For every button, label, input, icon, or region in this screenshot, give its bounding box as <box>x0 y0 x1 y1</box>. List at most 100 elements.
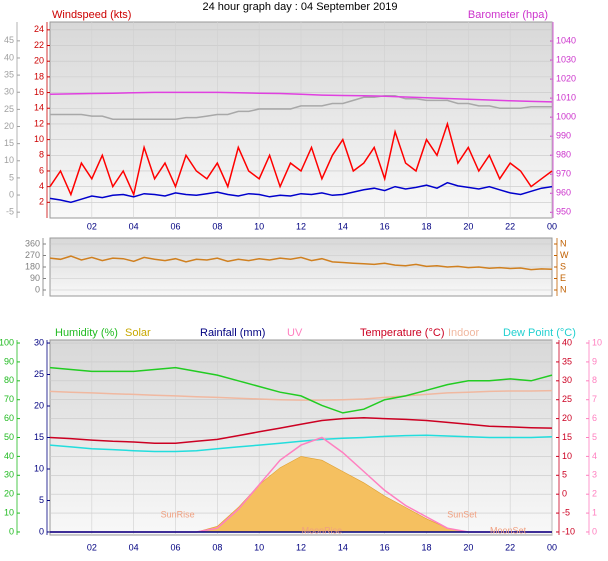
y4-tick-label: 2 <box>592 489 597 499</box>
x-tick-label: 12 <box>296 221 306 231</box>
line-series <box>49 366 553 414</box>
x-tick-label: 08 <box>212 542 222 552</box>
y-tick-label: 70 <box>4 394 14 404</box>
y3-tick-label: -5 <box>6 207 14 217</box>
annotation: MoonRise <box>302 525 343 535</box>
line-series <box>49 121 553 197</box>
y4-tick-label: 6 <box>592 413 597 423</box>
y4-tick-label: 9 <box>592 356 597 366</box>
y-tick-label: 10 <box>34 134 44 144</box>
x-tick-label: 02 <box>87 221 97 231</box>
y-tick-label: 14 <box>34 103 44 113</box>
x-tick-label: 22 <box>505 542 515 552</box>
y3-tick-label: 15 <box>4 138 14 148</box>
x-tick-label: 08 <box>212 221 222 231</box>
y3-tick-label: 40 <box>4 52 14 62</box>
y2-tick-label: 15 <box>562 432 572 442</box>
y3-tick-label: 20 <box>34 400 44 410</box>
y4-tick-label: 8 <box>592 375 597 385</box>
y3-tick-label: 5 <box>9 172 14 182</box>
line-series <box>49 181 553 204</box>
y-axis-title: Windspeed (kts) <box>52 9 131 21</box>
y4-tick-label: 7 <box>592 394 597 404</box>
y3-tick-label: 35 <box>4 69 14 79</box>
chart-title: 24 hour graph day : 04 September 2019 <box>202 1 397 13</box>
y-tick-label: 20 <box>4 489 14 499</box>
annotation: SunSet <box>447 509 477 519</box>
y3-tick-label: 10 <box>4 155 14 165</box>
y2-tick-label: 10 <box>562 451 572 461</box>
y3-tick-label: 30 <box>34 337 44 347</box>
series-label: Rainfall (mm) <box>200 327 265 339</box>
y-tick-label: 0 <box>35 284 40 294</box>
y2-tick-label: 1030 <box>556 54 576 64</box>
line-series <box>49 389 553 401</box>
y-tick-label: 12 <box>34 118 44 128</box>
y-tick-label: 16 <box>34 87 44 97</box>
x-tick-label: 16 <box>380 221 390 231</box>
x-tick-label: 00 <box>547 221 557 231</box>
y-tick-label: 40 <box>4 451 14 461</box>
y-tick-label: 24 <box>34 24 44 34</box>
y-tick-label: 10 <box>4 507 14 517</box>
x-tick-label: 20 <box>463 221 473 231</box>
line-series <box>49 434 553 453</box>
y3-tick-label: 15 <box>34 432 44 442</box>
y4-tick-label: 1 <box>592 507 597 517</box>
y2-tick-label: 1000 <box>556 112 576 122</box>
y2-tick-label: 20 <box>562 413 572 423</box>
line-series <box>50 94 552 120</box>
x-tick-label: 16 <box>380 542 390 552</box>
series-label: Dew Point (°C) <box>503 327 576 339</box>
y2-tick-label: 990 <box>556 131 571 141</box>
series-label: Solar <box>125 327 151 339</box>
y2-tick-label: -10 <box>562 526 575 536</box>
series-label: Indoor <box>448 327 480 339</box>
y2-tick-label: 40 <box>562 337 572 347</box>
y-tick-label: 180 <box>25 261 40 271</box>
x-tick-label: 20 <box>463 542 473 552</box>
x-tick-label: 14 <box>338 221 348 231</box>
y-tick-label: 90 <box>4 356 14 366</box>
y3-tick-label: 45 <box>4 35 14 45</box>
y2-tick-label: 960 <box>556 188 571 198</box>
series-label: Temperature (°C) <box>360 327 444 339</box>
line-series <box>49 417 553 444</box>
y3-tick-label: 0 <box>39 526 44 536</box>
y-tick-label: 8 <box>39 150 44 160</box>
y2-tick-label: 25 <box>562 394 572 404</box>
y4-tick-label: 4 <box>592 451 597 461</box>
x-tick-label: 12 <box>296 542 306 552</box>
series-label: UV <box>287 327 303 339</box>
y-tick-label: 100 <box>0 337 14 347</box>
x-tick-label: 04 <box>129 542 139 552</box>
y3-tick-label: 25 <box>34 369 44 379</box>
y2-tick-label: S <box>560 261 566 271</box>
y2-tick-label: 35 <box>562 356 572 366</box>
x-tick-label: 10 <box>254 221 264 231</box>
y2-tick-label: N <box>560 238 567 248</box>
x-tick-label: 02 <box>87 542 97 552</box>
y-tick-label: 80 <box>4 375 14 385</box>
y2-tick-label: 970 <box>556 169 571 179</box>
y2-tick-label: 980 <box>556 150 571 160</box>
y3-tick-label: 5 <box>39 495 44 505</box>
y4-tick-label: 5 <box>592 432 597 442</box>
x-tick-label: 18 <box>421 542 431 552</box>
y2-tick-label: W <box>560 250 569 260</box>
x-tick-label: 06 <box>170 542 180 552</box>
y3-tick-label: 0 <box>9 189 14 199</box>
y-tick-label: 2 <box>39 197 44 207</box>
y4-tick-label: 10 <box>592 337 602 347</box>
y-tick-label: 360 <box>25 238 40 248</box>
y-tick-label: 18 <box>34 71 44 81</box>
x-tick-label: 22 <box>505 221 515 231</box>
y2-tick-label: E <box>560 273 566 283</box>
y2-tick-label: 30 <box>562 375 572 385</box>
x-tick-label: 04 <box>129 221 139 231</box>
x-tick-label: 10 <box>254 542 264 552</box>
y-tick-label: 22 <box>34 40 44 50</box>
y2-tick-label: 1010 <box>556 92 576 102</box>
y2-tick-label: 1040 <box>556 35 576 45</box>
y3-tick-label: 25 <box>4 104 14 114</box>
